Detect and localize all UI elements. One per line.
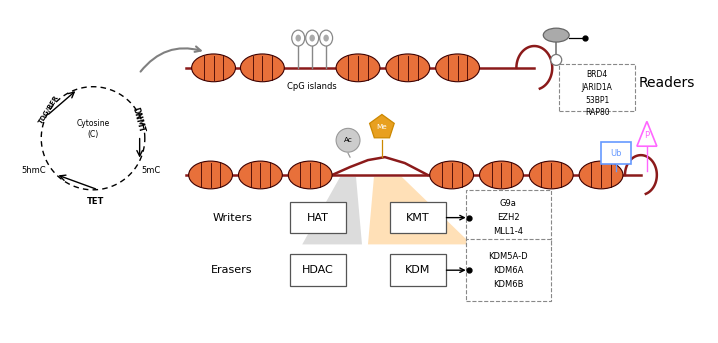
Ellipse shape (288, 161, 332, 189)
Ellipse shape (480, 161, 523, 189)
Ellipse shape (306, 30, 319, 46)
Text: BRD4
JARID1A
53BP1
RAP80: BRD4 JARID1A 53BP1 RAP80 (582, 70, 612, 117)
Text: Ub: Ub (610, 149, 622, 158)
Ellipse shape (320, 30, 332, 46)
Ellipse shape (579, 161, 623, 189)
FancyBboxPatch shape (390, 254, 446, 286)
Text: HDAC: HDAC (302, 265, 334, 275)
Ellipse shape (436, 54, 480, 82)
Polygon shape (370, 115, 394, 138)
FancyBboxPatch shape (601, 142, 631, 164)
FancyBboxPatch shape (290, 202, 346, 234)
Circle shape (336, 128, 360, 152)
Ellipse shape (386, 54, 430, 82)
Ellipse shape (238, 161, 282, 189)
Text: Writers: Writers (213, 213, 253, 223)
Text: Cytosine
(C): Cytosine (C) (76, 119, 110, 139)
Ellipse shape (189, 161, 233, 189)
Polygon shape (302, 177, 362, 245)
Text: Me: Me (376, 125, 387, 130)
FancyBboxPatch shape (465, 239, 551, 301)
Polygon shape (637, 121, 657, 146)
Ellipse shape (241, 54, 284, 82)
FancyBboxPatch shape (390, 202, 446, 234)
Text: TET: TET (87, 197, 104, 206)
FancyBboxPatch shape (290, 254, 346, 286)
Ellipse shape (192, 54, 236, 82)
Ellipse shape (336, 54, 380, 82)
Text: P: P (644, 131, 650, 140)
FancyBboxPatch shape (465, 190, 551, 245)
Polygon shape (368, 177, 472, 245)
Text: Readers: Readers (639, 76, 695, 90)
FancyBboxPatch shape (559, 64, 635, 111)
Ellipse shape (296, 35, 301, 42)
Text: CpG islands: CpG islands (287, 82, 337, 91)
Ellipse shape (529, 161, 573, 189)
Text: Erasers: Erasers (211, 265, 253, 275)
Text: DNMT: DNMT (131, 106, 146, 134)
Text: KMT: KMT (406, 213, 429, 223)
Ellipse shape (323, 35, 329, 42)
Ellipse shape (309, 35, 315, 42)
Text: KDM5A-D
KDM6A
KDM6B: KDM5A-D KDM6A KDM6B (489, 252, 528, 288)
Text: KDM: KDM (405, 265, 431, 275)
Text: 5hmC: 5hmC (21, 166, 46, 175)
Text: TDG/BER: TDG/BER (38, 94, 60, 126)
Ellipse shape (430, 161, 474, 189)
Circle shape (551, 55, 561, 66)
Text: HAT: HAT (307, 213, 329, 223)
Text: 5mC: 5mC (141, 166, 161, 175)
Text: G9a
EZH2
MLL1-4: G9a EZH2 MLL1-4 (493, 199, 523, 236)
Ellipse shape (292, 30, 304, 46)
Ellipse shape (544, 28, 569, 42)
Text: Ac: Ac (344, 137, 353, 143)
